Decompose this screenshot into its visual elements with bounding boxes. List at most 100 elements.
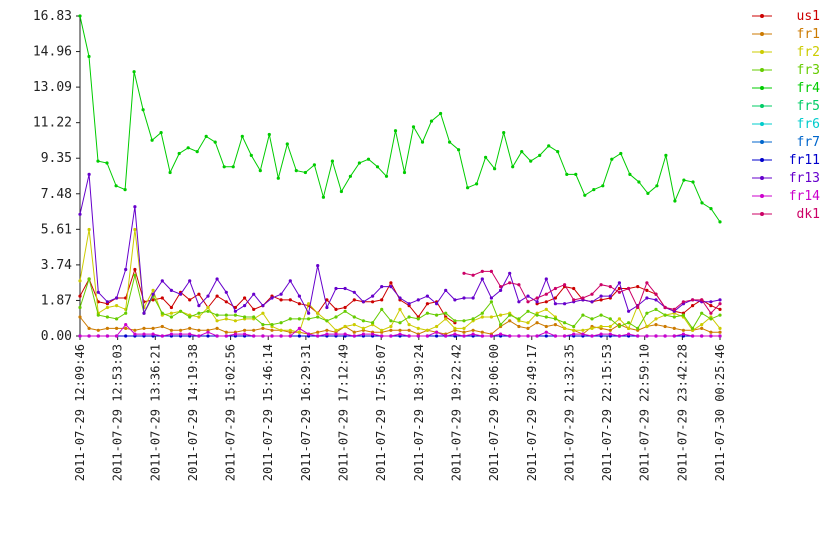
data-point (195, 150, 199, 154)
data-point (151, 298, 155, 302)
data-point (480, 315, 484, 319)
series-layer (78, 14, 722, 338)
data-point (553, 334, 558, 338)
data-point (718, 334, 722, 338)
data-point (141, 108, 145, 112)
legend-label: fr2 (797, 45, 820, 60)
data-point (325, 319, 329, 323)
data-point (645, 311, 649, 315)
data-point (334, 315, 338, 319)
data-point (215, 313, 219, 317)
data-point (169, 305, 173, 310)
x-tick-label: 2011-07-29 12:09:46 (73, 344, 87, 481)
data-point (96, 290, 100, 294)
data-point (627, 309, 631, 313)
data-point (535, 296, 539, 300)
legend-label: fr4 (797, 81, 821, 96)
data-point (316, 334, 320, 338)
data-point (499, 288, 503, 292)
data-point (592, 188, 596, 192)
series-line (79, 275, 721, 330)
data-point (398, 328, 402, 332)
data-point (654, 323, 658, 327)
y-tick-label: 11.22 (33, 116, 72, 131)
data-point (215, 326, 219, 330)
data-point (563, 334, 567, 338)
data-point (654, 334, 658, 338)
data-point (425, 294, 429, 298)
data-point (151, 326, 155, 330)
data-point (159, 131, 163, 135)
data-point (276, 176, 280, 180)
data-point (150, 138, 154, 142)
data-point (435, 302, 439, 306)
data-point (425, 334, 429, 338)
data-point (471, 317, 475, 321)
data-point (339, 189, 343, 194)
data-point (307, 311, 311, 315)
data-point (444, 311, 448, 315)
data-point (343, 324, 347, 329)
data-point (222, 165, 226, 169)
data-point (115, 296, 119, 300)
data-point (389, 319, 393, 323)
data-point (435, 313, 439, 317)
data-point (398, 321, 402, 325)
data-point (288, 328, 292, 332)
data-point (520, 150, 524, 154)
x-tick-label: 2011-07-29 18:39:24 (412, 344, 426, 481)
data-point (224, 290, 228, 294)
data-point (700, 311, 704, 315)
data-point (105, 326, 109, 330)
data-point (252, 292, 256, 296)
data-point (87, 227, 91, 232)
data-point (718, 220, 722, 224)
data-point (78, 334, 82, 338)
data-point (453, 298, 457, 302)
data-point (439, 111, 443, 116)
legend-swatch-marker (760, 176, 764, 180)
data-point (204, 134, 208, 138)
data-point (718, 326, 722, 330)
data-point (133, 328, 137, 332)
data-point (105, 315, 109, 319)
data-point (654, 317, 658, 321)
data-point (371, 300, 375, 304)
data-point (511, 165, 515, 169)
x-tick-label: 2011-07-29 17:12:49 (337, 344, 351, 481)
data-point (462, 296, 466, 300)
series-line (463, 270, 721, 314)
data-point (87, 277, 91, 281)
data-point (529, 159, 533, 163)
x-tick-label: 2011-07-29 23:42:28 (675, 344, 689, 481)
data-point (480, 334, 484, 338)
data-point (627, 332, 631, 336)
data-point (645, 281, 649, 285)
data-point (206, 305, 210, 310)
data-point (608, 328, 612, 332)
data-point (177, 151, 181, 156)
data-point (270, 296, 274, 300)
data-point (179, 328, 183, 332)
data-point (636, 334, 640, 338)
data-point (407, 302, 411, 306)
data-point (599, 283, 603, 287)
data-point (563, 283, 567, 287)
data-point (608, 294, 612, 298)
series-us1 (78, 267, 722, 325)
data-point (544, 292, 548, 296)
data-point (608, 285, 612, 289)
data-point (489, 334, 493, 338)
legend-item-fr5: fr5 (752, 99, 820, 114)
legend-item-us1: us1 (752, 9, 820, 24)
data-point (480, 277, 484, 281)
data-point (160, 279, 164, 283)
data-point (325, 298, 329, 302)
data-point (261, 311, 265, 315)
data-point (371, 321, 375, 325)
data-point (544, 277, 548, 281)
data-point (169, 332, 173, 336)
data-point (206, 294, 210, 298)
y-tick-label: 0.00 (41, 329, 72, 344)
